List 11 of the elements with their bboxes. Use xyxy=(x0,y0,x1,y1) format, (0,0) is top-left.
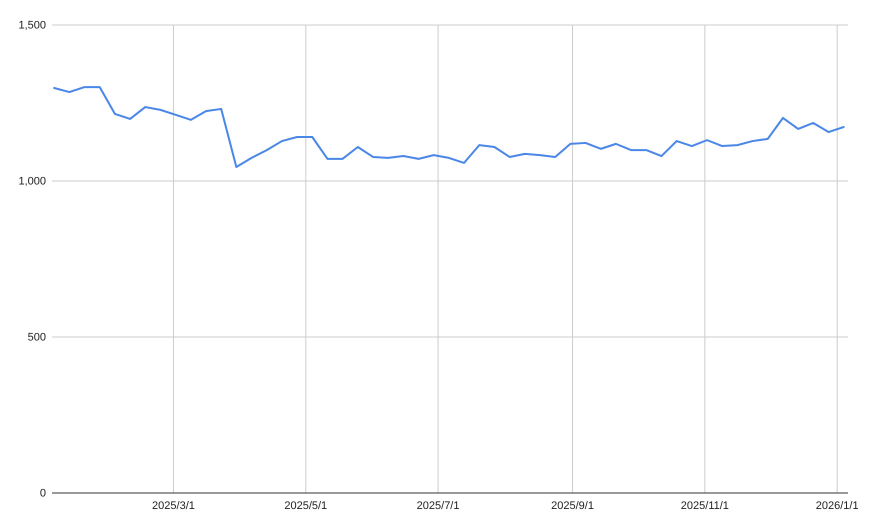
y-tick-label: 1,500 xyxy=(18,20,46,32)
y-tick-label: 500 xyxy=(28,332,46,344)
y-tick-label: 1,000 xyxy=(18,176,46,188)
x-tick-label: 2025/5/1 xyxy=(284,500,328,512)
x-tick-label: 2025/11/1 xyxy=(680,500,729,512)
x-tick-label: 2025/7/1 xyxy=(416,500,460,512)
x-tick-label: 2026/1/1 xyxy=(816,500,859,512)
line-series xyxy=(53,86,845,168)
x-tick-label: 2025/9/1 xyxy=(551,500,594,512)
y-tick-label: 0 xyxy=(40,488,46,500)
x-tick-label: 2025/3/1 xyxy=(152,500,195,512)
